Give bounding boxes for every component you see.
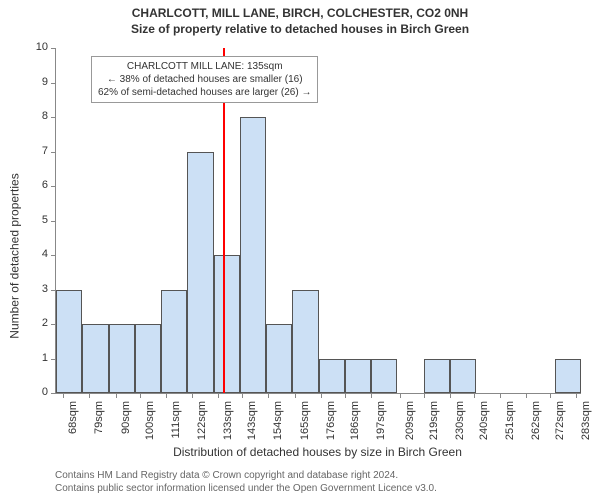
x-tick-mark (474, 393, 475, 398)
x-tick-label: 186sqm (349, 401, 361, 445)
x-tick-label: 165sqm (299, 401, 311, 445)
x-tick-mark (218, 393, 219, 398)
x-tick-label: 68sqm (67, 401, 79, 445)
x-tick-label: 111sqm (170, 401, 182, 445)
x-tick-label: 272sqm (554, 401, 566, 445)
x-tick-label: 251sqm (504, 401, 516, 445)
x-tick-label: 143sqm (246, 401, 258, 445)
histogram-bar (187, 152, 213, 394)
x-tick-mark (63, 393, 64, 398)
y-tick-label: 5 (26, 214, 48, 226)
x-tick-label: 90sqm (120, 401, 132, 445)
histogram-bar (56, 290, 82, 394)
y-tick-mark (51, 393, 56, 394)
annotation-line-2: ← 38% of detached houses are smaller (16… (98, 73, 311, 86)
x-tick-mark (89, 393, 90, 398)
x-tick-label: 176sqm (325, 401, 337, 445)
histogram-bar (371, 359, 397, 394)
y-tick-label: 7 (26, 145, 48, 157)
annotation-line-1: CHARLCOTT MILL LANE: 135sqm (98, 60, 311, 73)
x-tick-label: 122sqm (196, 401, 208, 445)
histogram-bar (292, 290, 318, 394)
histogram-bar (161, 290, 187, 394)
x-tick-label: 100sqm (144, 401, 156, 445)
x-tick-mark (192, 393, 193, 398)
footer-credits: Contains HM Land Registry data © Crown c… (55, 469, 437, 495)
y-tick-label: 4 (26, 248, 48, 260)
x-tick-mark (140, 393, 141, 398)
y-tick-label: 0 (26, 386, 48, 398)
y-tick-label: 9 (26, 76, 48, 88)
y-tick-label: 6 (26, 179, 48, 191)
chart-subtitle: Size of property relative to detached ho… (0, 22, 600, 38)
x-tick-label: 133sqm (222, 401, 234, 445)
y-tick-mark (51, 221, 56, 222)
x-tick-mark (166, 393, 167, 398)
x-tick-label: 240sqm (478, 401, 490, 445)
x-tick-label: 197sqm (375, 401, 387, 445)
y-tick-mark (51, 48, 56, 49)
y-tick-mark (51, 83, 56, 84)
y-tick-mark (51, 255, 56, 256)
x-tick-mark (268, 393, 269, 398)
x-tick-label: 79sqm (93, 401, 105, 445)
x-tick-label: 262sqm (530, 401, 542, 445)
x-tick-mark (550, 393, 551, 398)
histogram-bar (82, 324, 108, 393)
x-tick-mark (116, 393, 117, 398)
y-tick-mark (51, 186, 56, 187)
x-tick-mark (576, 393, 577, 398)
x-tick-mark (345, 393, 346, 398)
x-tick-mark (371, 393, 372, 398)
x-tick-mark (242, 393, 243, 398)
x-tick-mark (295, 393, 296, 398)
x-tick-label: 154sqm (272, 401, 284, 445)
chart-container: { "title_line1": "CHARLCOTT, MILL LANE, … (0, 6, 600, 500)
footer-line-2: Contains public sector information licen… (55, 482, 437, 495)
y-axis-label-wrap: Number of detached properties (8, 6, 22, 500)
histogram-bar (240, 117, 266, 393)
histogram-bar (109, 324, 135, 393)
histogram-bar (319, 359, 345, 394)
x-tick-mark (400, 393, 401, 398)
y-tick-mark (51, 117, 56, 118)
histogram-bar (135, 324, 161, 393)
annotation-line-3: 62% of semi-detached houses are larger (… (98, 86, 311, 99)
x-tick-mark (500, 393, 501, 398)
x-tick-label: 209sqm (404, 401, 416, 445)
x-tick-mark (321, 393, 322, 398)
x-tick-mark (450, 393, 451, 398)
histogram-bar (450, 359, 476, 394)
x-tick-mark (424, 393, 425, 398)
x-tick-label: 219sqm (428, 401, 440, 445)
histogram-bar (424, 359, 450, 394)
x-tick-mark (526, 393, 527, 398)
histogram-bar (266, 324, 292, 393)
x-axis-label: Distribution of detached houses by size … (55, 445, 580, 459)
x-tick-label: 283sqm (580, 401, 592, 445)
y-axis-label: Number of detached properties (8, 173, 22, 338)
y-tick-mark (51, 152, 56, 153)
y-tick-label: 2 (26, 317, 48, 329)
annotation-box: CHARLCOTT MILL LANE: 135sqm← 38% of deta… (91, 56, 318, 103)
chart-title: CHARLCOTT, MILL LANE, BIRCH, COLCHESTER,… (0, 6, 600, 22)
y-tick-label: 10 (26, 41, 48, 53)
y-tick-label: 8 (26, 110, 48, 122)
y-tick-label: 3 (26, 283, 48, 295)
histogram-bar (345, 359, 371, 394)
histogram-bar (555, 359, 581, 394)
histogram-bar (214, 255, 240, 393)
plot-area: 01234567891068sqm79sqm90sqm100sqm111sqm1… (55, 48, 581, 394)
x-tick-label: 230sqm (454, 401, 466, 445)
footer-line-1: Contains HM Land Registry data © Crown c… (55, 469, 437, 482)
y-tick-label: 1 (26, 352, 48, 364)
